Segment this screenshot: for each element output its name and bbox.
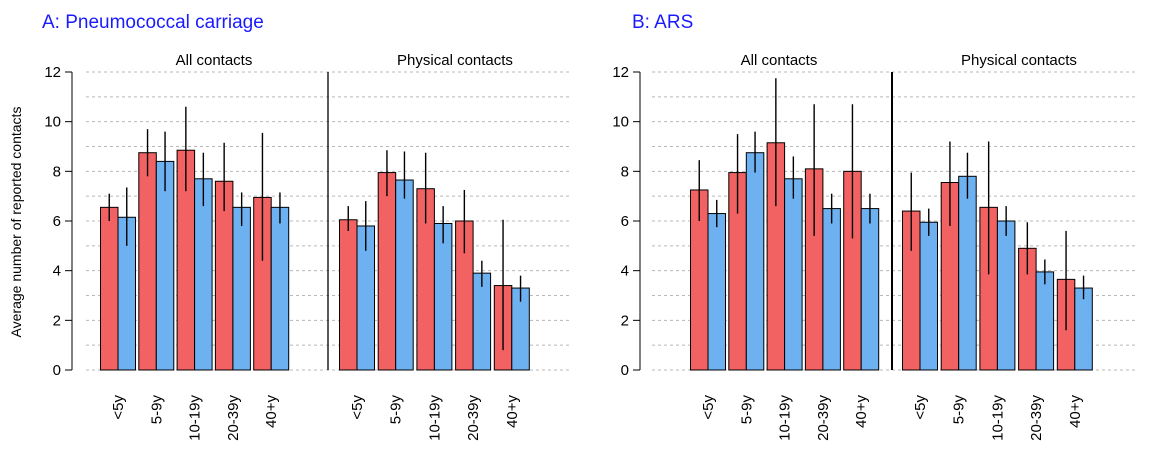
x-tick-label: 40+y (263, 395, 280, 428)
x-tick-label: 10-19y (426, 395, 443, 441)
x-tick-label: <5y (349, 395, 366, 420)
bar-5y-s1 (100, 206, 119, 371)
bar-59y-s1 (377, 172, 397, 371)
bar-59y-s2 (155, 160, 175, 371)
bar-59y-s2 (958, 175, 977, 371)
y-tick-label: 0 (53, 362, 61, 379)
y-tick-label: 2 (621, 312, 629, 329)
y-tick-label: 6 (53, 213, 61, 230)
y-tick-label: 10 (612, 114, 629, 131)
x-tick-label: 40+y (1067, 395, 1084, 428)
bar-1019y-s2 (784, 178, 803, 371)
y-tick-label: 6 (621, 213, 629, 230)
x-tick-label: <5y (110, 395, 127, 420)
y-tick-label: 10 (44, 114, 61, 131)
x-tick-label: 20-39y (465, 395, 482, 441)
x-tick-label: 40+y (504, 395, 521, 428)
bar-59y-s2 (395, 179, 414, 371)
bar-1019y-s2 (433, 222, 453, 371)
y-tick-label: 4 (53, 263, 61, 280)
x-tick-label: 5-9y (148, 395, 165, 425)
y-tick-label: 8 (53, 163, 61, 180)
y-tick-label: 12 (612, 64, 629, 81)
x-tick-label: 40+y (853, 395, 870, 428)
x-tick-label: 10-19y (187, 395, 204, 441)
y-axis-label: Average number of reported contacts (8, 107, 24, 338)
x-tick-label: 5-9y (738, 395, 755, 425)
y-tick-label: 0 (621, 362, 629, 379)
bar-2039y-s2 (232, 206, 251, 371)
y-tick-label: 2 (53, 312, 61, 329)
y-tick-label: 8 (621, 163, 629, 180)
chart-a-title: A: Pneumococcal carriage (42, 12, 264, 33)
bar-5y-s2 (707, 213, 726, 371)
bar-40y-s2 (1074, 287, 1093, 371)
bar-2039y-s2 (1035, 271, 1055, 371)
bar-59y-s2 (745, 152, 765, 371)
bar-1019y-s2 (996, 220, 1016, 371)
x-tick-label: 10-19y (777, 395, 794, 441)
x-tick-label: 5-9y (951, 395, 968, 425)
chart-b: B: ARS All contacts Physical contacts 0 2… (612, 12, 1138, 441)
y-tick-label: 12 (44, 64, 61, 81)
bar-40y-s2 (270, 206, 290, 371)
chart-a: A: Pneumococcal carriage Average number … (8, 12, 572, 441)
x-tick-label: 20-39y (225, 395, 242, 441)
chart-a-panel-label-all: All contacts (176, 52, 253, 69)
x-tick-label: 20-39y (1028, 395, 1045, 441)
bar-5y-s1 (339, 219, 358, 371)
x-tick-label: <5y (912, 395, 929, 420)
bar-1019y-s2 (194, 178, 213, 371)
chart-a-panel-label-physical: Physical contacts (397, 52, 513, 69)
chart-b-panel-label-physical: Physical contacts (961, 52, 1077, 69)
x-tick-label: 10-19y (989, 395, 1006, 441)
x-tick-label: 20-39y (815, 395, 832, 441)
chart-b-title: B: ARS (632, 12, 693, 33)
bar-40y-s2 (860, 208, 880, 371)
x-tick-label: <5y (700, 395, 717, 420)
bar-2039y-s2 (822, 208, 841, 371)
bar-59y-s1 (138, 152, 157, 371)
x-tick-label: 5-9y (388, 395, 405, 425)
y-tick-label: 4 (621, 263, 629, 280)
bar-5y-s2 (919, 221, 938, 371)
chart-b-panel-label-all: All contacts (741, 52, 818, 69)
bar-2039y-s2 (472, 272, 492, 371)
